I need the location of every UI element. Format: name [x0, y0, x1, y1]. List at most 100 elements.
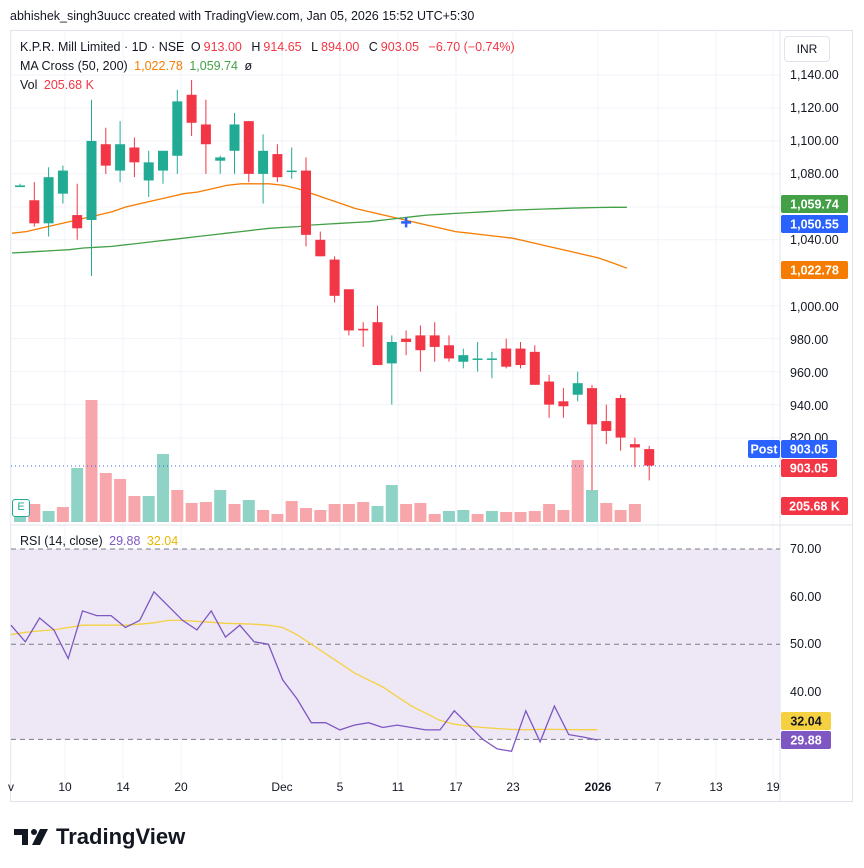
price-tick-label: 1,140.00 — [790, 68, 839, 82]
currency-button[interactable]: INR — [784, 36, 830, 62]
candle-body — [43, 177, 54, 224]
volume-bar — [199, 502, 212, 522]
price-tick-label: 940.00 — [790, 399, 828, 413]
price-tick-label: 980.00 — [790, 333, 828, 347]
vol-legend: Vol 205.68 K — [20, 78, 97, 92]
candle-body — [572, 383, 583, 395]
volume-bar — [328, 504, 341, 522]
volume-bar — [614, 510, 627, 522]
attribution: abhishek_singh3uucc created with Trading… — [10, 9, 475, 23]
candle-body — [301, 170, 311, 235]
candle-body — [129, 147, 140, 163]
date-tick-label: 19 — [766, 780, 780, 794]
volume-bar — [85, 400, 98, 522]
e-marker[interactable]: E — [12, 499, 30, 517]
date-tick-label: 17 — [449, 780, 463, 794]
rsi-label[interactable]: RSI (14, close) — [20, 534, 103, 548]
candle-body — [215, 157, 226, 161]
ma-legend: MA Cross (50, 200) 1,022.78 1,059.74 ø — [20, 59, 255, 73]
cross-badge-bg — [781, 215, 848, 233]
candle-body — [86, 140, 97, 221]
price-tick-label: 1,100.00 — [790, 134, 839, 148]
candle-body — [629, 444, 640, 448]
rsi-badge-bg — [781, 731, 831, 749]
date-tick-label: 11 — [392, 780, 405, 794]
price-tick-label: 1,040.00 — [790, 233, 839, 247]
volume-bar — [214, 490, 227, 522]
candle-body — [72, 215, 83, 229]
candle-body — [243, 121, 254, 174]
date-tick-label: 5 — [337, 780, 344, 794]
close-value: 903.05 — [380, 40, 420, 54]
volume-bar — [471, 514, 484, 522]
low-value: 894.00 — [321, 40, 360, 54]
post-price-badge-bg — [781, 440, 837, 458]
candle-body — [501, 348, 512, 367]
tradingview-logo[interactable]: TradingView — [14, 824, 185, 850]
rsi-tick-label: 50.00 — [790, 637, 821, 651]
candle-body — [143, 162, 154, 181]
candle-body — [343, 289, 354, 331]
date-tick-label: 10 — [58, 780, 72, 794]
tradingview-logo-icon — [14, 829, 48, 845]
candle-body — [258, 150, 269, 174]
vol-label[interactable]: Vol — [20, 78, 38, 92]
rsi-ma-badge-bg — [781, 712, 831, 730]
volume-bar — [128, 496, 141, 522]
volume-bar — [371, 506, 384, 522]
rsi-ma-value: 32.04 — [146, 534, 179, 548]
candle-body — [57, 170, 68, 194]
rsi-tick-label: 40.00 — [790, 685, 821, 699]
volume-bar — [28, 504, 41, 522]
volume-bar — [543, 504, 556, 522]
ma-extra-value: ø — [244, 59, 253, 73]
rsi-value: 29.88 — [109, 534, 141, 548]
candle-body — [372, 322, 383, 366]
volume-bar — [142, 496, 155, 522]
price-tick-label: 960.00 — [790, 366, 828, 380]
rsi-line — [10, 590, 598, 753]
rsi-ma-badge: 32.04 — [790, 715, 821, 729]
volume-bar — [357, 502, 370, 522]
last-price-badge: 903.05 — [790, 462, 828, 476]
candle-body — [286, 170, 297, 173]
rsi-band — [11, 549, 780, 740]
volume-bar — [257, 510, 270, 522]
candle-body — [458, 355, 469, 362]
ma-slow-value: 1,059.74 — [189, 59, 238, 73]
ma-label[interactable]: MA Cross (50, 200) — [20, 59, 128, 73]
rsi-tick-label: 60.00 — [790, 590, 821, 604]
volume-bar — [457, 510, 470, 522]
candle-body — [272, 154, 283, 178]
volume-bar — [400, 504, 413, 522]
volume-bar — [428, 514, 441, 522]
post-label-badge: Post — [750, 443, 778, 457]
date-tick-label: 13 — [709, 780, 723, 794]
price-legend: K.P.R. Mill Limited · 1D · NSE O 913.00 H… — [20, 40, 515, 54]
candle-body — [186, 94, 197, 123]
post-price-badge: 903.05 — [790, 443, 828, 457]
candle-body — [29, 200, 40, 224]
date-tick-label: 23 — [506, 780, 520, 794]
tradingview-brand: TradingView — [56, 824, 186, 849]
volume-bar — [71, 468, 84, 522]
candle-body — [486, 358, 497, 360]
ma-fast-value: 1,022.78 — [134, 59, 183, 73]
volume-bar — [314, 510, 327, 522]
volume-bar — [185, 503, 198, 522]
symbol-title[interactable]: K.P.R. Mill Limited · 1D · NSE — [20, 40, 185, 54]
volume-bar — [586, 490, 598, 522]
rsi-badge: 29.88 — [790, 734, 821, 748]
volume-bar — [157, 454, 169, 522]
volume-bar — [171, 490, 184, 522]
candle-body — [529, 351, 540, 385]
candle-body — [229, 124, 240, 151]
price-tick-label: 1,080.00 — [790, 167, 839, 181]
post-label-badge-bg — [748, 440, 780, 458]
volume-bar — [99, 473, 112, 522]
volume-bar — [342, 504, 355, 522]
volume-bar — [56, 507, 69, 522]
volume-bar — [271, 514, 284, 522]
candle-body — [315, 239, 326, 257]
